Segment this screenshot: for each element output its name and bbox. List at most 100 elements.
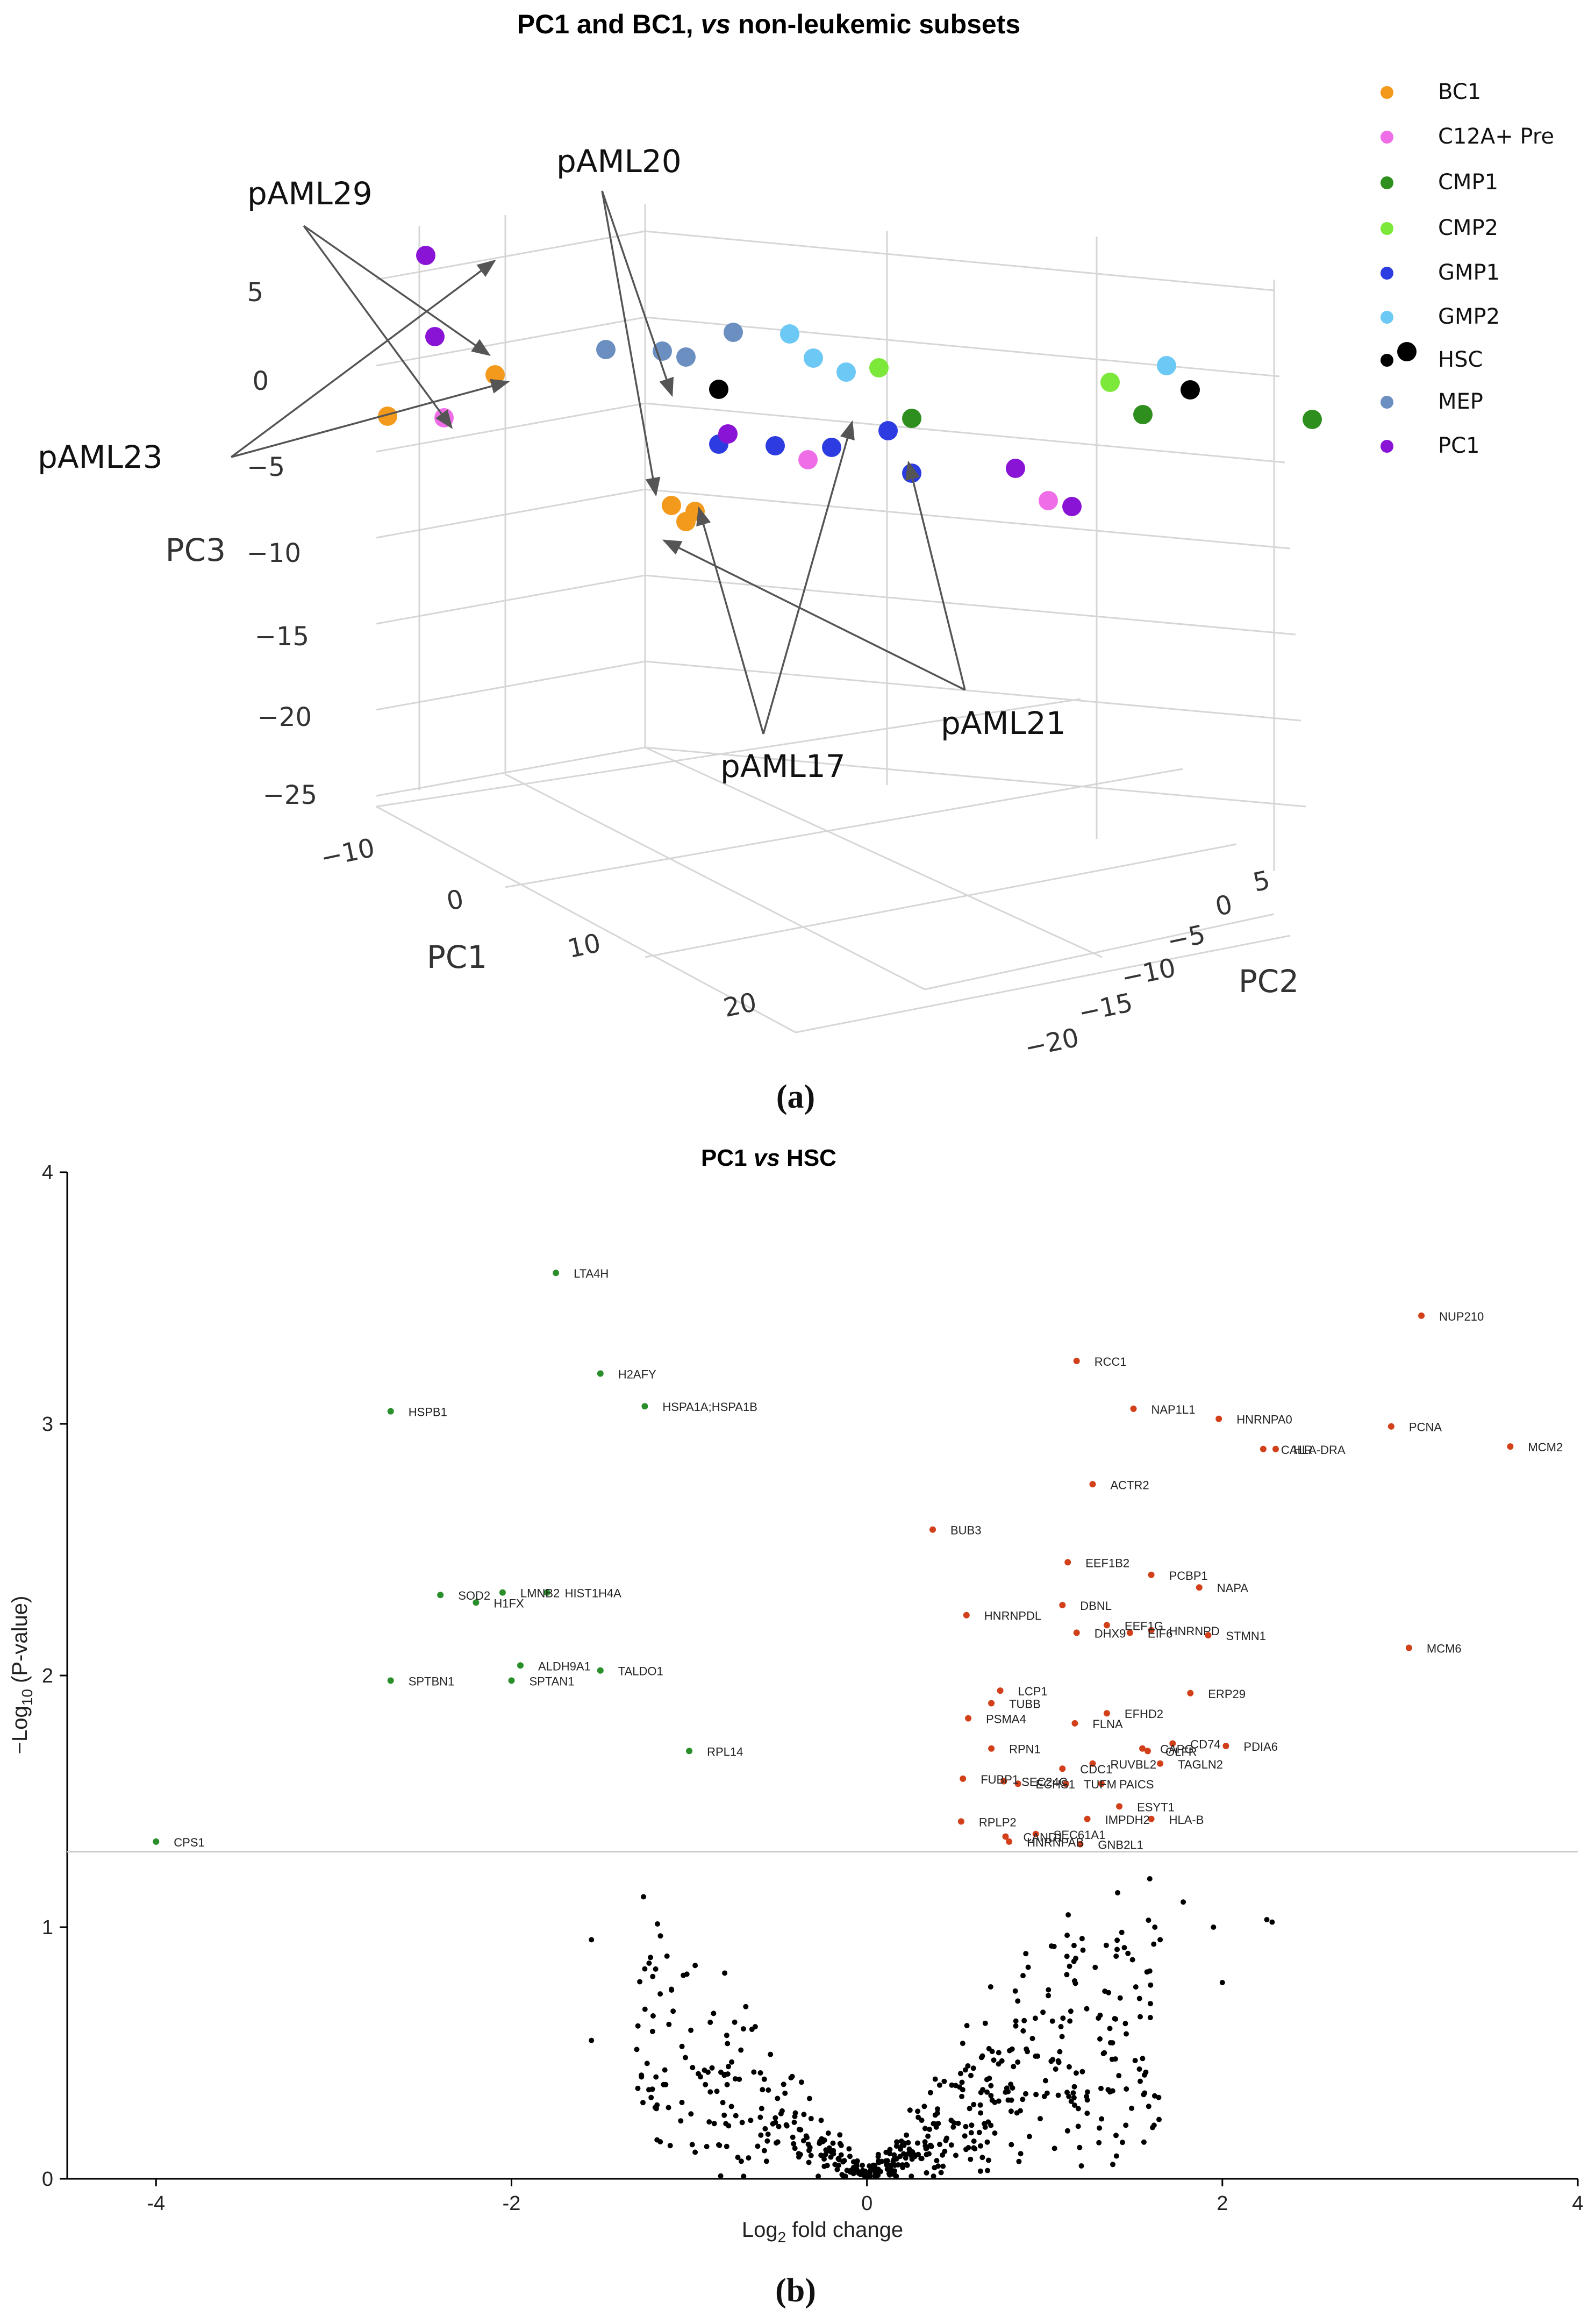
- volcano-point-ns: [826, 2145, 832, 2151]
- volcano-point-ns: [644, 2061, 650, 2066]
- volcano-point-ns: [757, 2070, 763, 2076]
- volcano-point-ns: [948, 2142, 954, 2148]
- callout-arrows: [230, 190, 966, 735]
- volcano-point-up: [1260, 1445, 1267, 1452]
- volcano-point-ns: [1110, 2040, 1115, 2046]
- volcano-point-ns: [1067, 1963, 1072, 1969]
- volcano-point-ns: [1024, 2046, 1029, 2052]
- volcano-point-ns: [934, 2158, 940, 2164]
- volcano-point-ns: [667, 2143, 673, 2149]
- volcano-point-ns: [692, 1963, 698, 1969]
- volcano-point-ns: [888, 2166, 894, 2172]
- gene-label: EEF1G: [1125, 1619, 1163, 1632]
- volcano-point-ns: [1097, 2125, 1103, 2131]
- volcano-point-ns: [1026, 2134, 1032, 2140]
- volcano-point-ns: [870, 2162, 876, 2168]
- volcano-point-ns: [1151, 2093, 1157, 2099]
- volcano-point-ns: [790, 2134, 796, 2140]
- gene-label: ERP29: [1208, 1687, 1246, 1701]
- volcano-point-ns: [1122, 2021, 1128, 2027]
- pca-point-hsc: [1397, 342, 1417, 361]
- volcano-point-ns: [1046, 1993, 1052, 1999]
- pc3-tick: −20: [258, 702, 312, 732]
- pca-point-gmp2: [1157, 356, 1176, 375]
- volcano-point-ns: [1096, 2140, 1102, 2145]
- gene-label: HNRNPDL: [984, 1609, 1041, 1623]
- volcano-point-ns: [988, 2122, 994, 2128]
- volcano-point-down: [473, 1599, 480, 1606]
- volcano-point-ns: [726, 2064, 731, 2070]
- gene-label: CD74: [1190, 1737, 1220, 1751]
- volcano-point-ns: [732, 2019, 738, 2025]
- volcano-point-ns: [903, 2155, 909, 2161]
- gene-label: ESYT1: [1137, 1800, 1175, 1814]
- x-axis-label: Log2 fold change: [742, 2218, 903, 2245]
- volcano-point-ns: [1079, 2069, 1085, 2075]
- legend-item-bc1: BC1: [1381, 80, 1481, 104]
- volcano-point-ns: [648, 1955, 653, 1961]
- pca-point-hsc: [1181, 380, 1200, 400]
- volcano-point-ns: [1124, 2086, 1129, 2092]
- volcano-point-up: [988, 1700, 995, 1707]
- gene-label: IMPDH2: [1105, 1813, 1150, 1827]
- volcano-point-ns: [891, 2152, 897, 2158]
- volcano-point-ns: [1052, 2145, 1057, 2151]
- volcano-point-ns: [979, 2155, 985, 2161]
- volcano-point-ns: [791, 2141, 797, 2147]
- volcano-point-ns: [784, 2123, 790, 2129]
- y-tick-label: 0: [42, 2168, 53, 2191]
- volcano-point-ns: [639, 2072, 645, 2078]
- volcano-point-ns: [1146, 1917, 1151, 1923]
- volcano-point-ns: [914, 2140, 920, 2146]
- volcano-point-ns: [978, 2090, 984, 2095]
- volcano-point-ns: [932, 2121, 938, 2127]
- volcano-point-ns: [1020, 1973, 1026, 1979]
- volcano-point-ns: [846, 2146, 852, 2152]
- volcano-point-ns: [1219, 1980, 1225, 1985]
- panel-a-title: PC1 and BC1, vs non-leukemic subsets: [517, 9, 1020, 39]
- callout-pAML20: pAML20: [556, 143, 682, 180]
- legend-label: BC1: [1438, 80, 1481, 104]
- volcano-point-ns: [798, 2079, 804, 2085]
- volcano-point-ns: [650, 2013, 656, 2019]
- volcano-point-ns: [589, 2037, 595, 2043]
- volcano-point-ns: [718, 2069, 724, 2075]
- volcano-point-ns: [867, 2171, 873, 2177]
- volcano-point-up: [1126, 1629, 1133, 1636]
- volcano-point-ns: [796, 2154, 802, 2160]
- gene-label: HLA-B: [1169, 1813, 1204, 1827]
- volcano-point-ns: [758, 2132, 764, 2138]
- pc3-tick: 5: [247, 277, 263, 308]
- volcano-point-ns: [683, 2055, 688, 2061]
- volcano-point-ns: [927, 2142, 933, 2148]
- volcano-point-ns: [899, 2162, 905, 2168]
- pc2-tick: −15: [1076, 987, 1135, 1028]
- gene-label: SEC61A1: [1054, 1828, 1106, 1842]
- volcano-point-ns: [909, 2156, 915, 2162]
- volcano-point-ns: [1023, 2091, 1028, 2097]
- arrow-pAML20-a: [601, 190, 674, 397]
- volcano-point-ns: [653, 2074, 659, 2080]
- volcano-point-ns: [1011, 2064, 1017, 2070]
- volcano-point-ns: [977, 2102, 983, 2108]
- volcano-point-ns: [692, 2149, 698, 2155]
- volcano-point-ns: [646, 1961, 652, 1966]
- volcano-point-ns: [1112, 2056, 1118, 2062]
- volcano-point-ns: [707, 2089, 713, 2095]
- y-tick-label: 2: [42, 1665, 53, 1687]
- volcano-point-up: [929, 1526, 936, 1533]
- volcano-point-ns: [1046, 1987, 1052, 1993]
- gene-label: PCNA: [1409, 1421, 1442, 1434]
- volcano-point-ns: [739, 2120, 745, 2126]
- volcano-point-ns: [816, 2173, 821, 2179]
- pca-point-pc1: [425, 327, 445, 346]
- pca-point-gmp1: [822, 438, 841, 457]
- volcano-point-ns: [763, 2158, 769, 2164]
- volcano-point-ns: [1015, 1998, 1021, 2004]
- volcano-point-ns: [721, 2112, 727, 2118]
- volcano-point-ns: [971, 2101, 977, 2107]
- volcano-point-ns: [991, 2057, 997, 2063]
- y-tick-label: 4: [42, 1161, 53, 1184]
- pc2-tick: −20: [1022, 1022, 1082, 1063]
- volcano-point-up: [1130, 1405, 1137, 1412]
